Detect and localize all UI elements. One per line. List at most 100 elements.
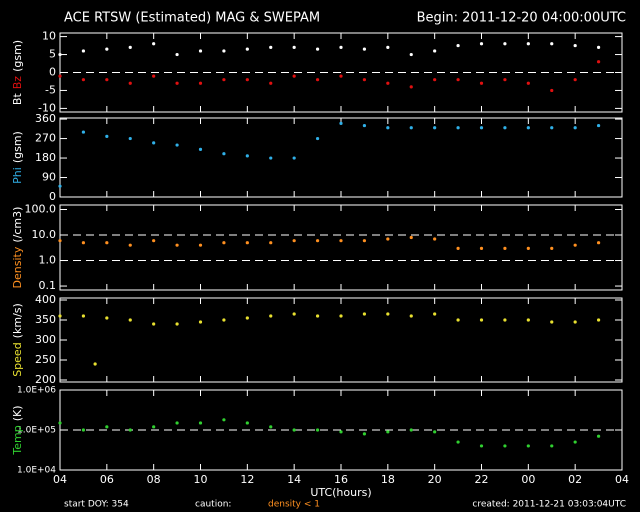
data-point — [105, 134, 109, 138]
data-point — [152, 42, 156, 46]
data-point — [456, 246, 460, 250]
data-point — [433, 49, 437, 53]
data-point — [269, 81, 273, 85]
y-label-part: (/cm3) — [11, 207, 24, 243]
density-note: density < 1 — [268, 500, 320, 510]
data-point — [503, 126, 507, 130]
y-axis-label: Density (/cm3) — [11, 207, 24, 289]
data-point — [58, 314, 62, 318]
data-point — [479, 126, 484, 130]
data-point — [175, 322, 179, 326]
data-point — [573, 320, 577, 324]
data-point — [315, 314, 320, 318]
y-axis-label: Speed (km/s) — [11, 303, 24, 377]
data-point — [503, 42, 507, 46]
data-point — [315, 136, 320, 141]
data-point — [479, 444, 484, 448]
data-point — [292, 156, 296, 160]
data-point — [245, 78, 249, 82]
data-point — [550, 444, 554, 448]
data-point — [339, 314, 343, 318]
data-point — [105, 241, 109, 245]
y-tick-label: -5 — [45, 83, 56, 96]
x-tick-label: 12 — [240, 473, 254, 486]
data-point — [245, 421, 249, 425]
data-point — [526, 42, 530, 46]
data-point — [386, 45, 390, 49]
data-point — [222, 318, 226, 322]
data-point — [198, 49, 203, 53]
y-tick-label: 1.0E+04 — [17, 466, 56, 476]
data-point — [292, 45, 296, 49]
x-tick-label: 16 — [334, 473, 348, 486]
x-tick-label: 14 — [287, 473, 301, 486]
data-point — [128, 45, 132, 49]
y-tick-label: 10 — [42, 30, 56, 43]
data-point — [128, 318, 132, 322]
data-point — [81, 241, 86, 245]
begin-time: Begin: 2011-12-20 04:00:00UTC — [417, 11, 626, 26]
data-point — [386, 81, 390, 85]
y-label-part: Temp — [11, 425, 24, 455]
y-label-part: (gsm) — [11, 40, 24, 72]
data-point — [245, 154, 249, 158]
data-point — [292, 428, 296, 432]
data-point — [198, 147, 203, 151]
data-point — [175, 52, 179, 57]
data-point — [128, 243, 132, 247]
y-label-part: Speed — [11, 342, 24, 376]
y-axis-label: Phi (gsm) — [11, 131, 24, 184]
data-point — [409, 85, 413, 89]
data-point — [596, 123, 601, 128]
data-point — [152, 425, 156, 429]
x-tick-label: 10 — [194, 473, 208, 486]
y-tick-label: 270 — [35, 132, 56, 145]
data-point — [222, 78, 226, 82]
data-point — [315, 428, 320, 432]
data-point — [222, 49, 226, 53]
y-tick-label: 400 — [35, 293, 56, 306]
y-label-part: Density — [11, 246, 24, 288]
created: created: 2011-12-21 03:03:04UTC — [472, 500, 626, 510]
data-point — [198, 81, 203, 85]
y-tick-label: 1.0E+05 — [17, 426, 56, 436]
data-point — [269, 45, 273, 49]
panel-frame — [59, 117, 623, 198]
data-point — [81, 49, 86, 53]
data-point — [175, 81, 179, 85]
data-point — [292, 239, 296, 243]
data-point — [550, 320, 554, 324]
data-point — [456, 78, 460, 82]
panel-frame — [59, 297, 623, 383]
x-axis-label: UTC(hours) — [310, 486, 371, 499]
data-point — [409, 314, 413, 318]
data-point — [58, 239, 62, 243]
y-label-part: Bt — [11, 93, 24, 106]
data-point — [433, 430, 437, 434]
data-point — [409, 235, 413, 240]
data-point — [503, 444, 507, 448]
data-point — [198, 320, 203, 324]
x-tick-label: 18 — [381, 473, 395, 486]
y-tick-label: 0 — [49, 190, 56, 203]
data-point — [198, 421, 203, 425]
data-point — [526, 444, 530, 448]
data-point — [105, 78, 109, 82]
data-point — [596, 318, 601, 322]
data-point — [479, 246, 484, 250]
data-point — [386, 430, 390, 434]
x-tick-label: 20 — [428, 473, 442, 486]
data-point — [292, 74, 296, 78]
data-point — [362, 239, 367, 243]
data-point — [456, 126, 460, 130]
data-point — [128, 136, 132, 141]
data-point — [245, 316, 249, 320]
y-tick-label: 360 — [35, 112, 56, 125]
data-point — [105, 425, 109, 429]
data-point — [362, 432, 367, 436]
data-point — [222, 241, 226, 245]
data-point — [105, 47, 109, 51]
y-label-part: Bz — [11, 76, 24, 90]
y-tick-label: 10.0 — [32, 228, 57, 241]
